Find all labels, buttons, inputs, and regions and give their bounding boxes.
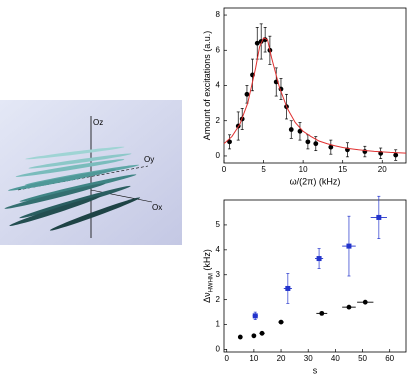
label-oz: Oz [93,118,103,127]
x-tick-label: 5 [261,165,266,174]
y-tick-label: 2 [216,295,221,304]
point [362,299,368,305]
x-tick-label: 0 [224,354,229,363]
point [305,139,311,145]
x-tick-label: 20 [277,354,286,363]
point [251,333,257,339]
plot-frame [223,199,407,353]
axis-ox [90,189,153,203]
point [285,285,291,291]
y-axis-label-sub: HWHM [208,273,214,292]
label-ox: Ox [152,203,162,212]
y-axis-label-main: Amount of excitations (a.u.) [202,31,212,141]
x-tick-label: 50 [358,354,367,363]
x-tick-label: 10 [299,165,308,174]
y-tick-label: 4 [216,245,221,254]
y-tick-label: 8 [216,10,221,19]
point [254,40,260,46]
point [328,144,334,150]
point [237,334,243,340]
point [313,141,319,147]
y-tick-label: 5 [216,220,221,229]
point [319,310,325,316]
point [393,152,399,158]
x-tick-label: 15 [338,165,347,174]
x-tick-label: 60 [385,354,394,363]
y-tick-label: 0 [216,151,221,160]
tubes [4,146,141,231]
point [346,243,352,249]
point [227,139,232,145]
point [316,256,322,262]
illustration: Oz Oy Ox [0,100,182,245]
fit-line [223,37,407,154]
point [252,313,258,319]
x-tick-label: 0 [222,165,227,174]
point [376,214,382,220]
y-axis-label: Amount of excitations (a.u.) [202,31,212,141]
point [297,128,303,134]
y-tick-label: 4 [216,81,221,90]
y-tick-label: 3 [216,270,221,279]
y-tick-label: 1 [216,320,221,329]
x-axis-label: s [313,365,318,375]
point [288,127,294,132]
y-axis-label: ΔνHWHM (kHz) [202,249,214,303]
label-oy: Oy [144,155,154,164]
point [346,304,352,310]
x-tick-label: 20 [378,165,387,174]
x-tick-label: 40 [331,354,340,363]
y-axis-label-unit: (kHz) [202,249,212,273]
y-tick-label: 6 [216,45,221,54]
y-tick-label: 2 [216,116,221,125]
y-tick-label: 0 [216,345,221,354]
x-axis-label: ω/(2π) (kHz) [290,176,341,186]
point [259,330,265,336]
x-tick-label: 30 [304,354,313,363]
x-tick-label: 10 [249,354,258,363]
y-axis-label-main: Δν [202,292,212,303]
point [278,319,284,325]
point [244,91,250,97]
